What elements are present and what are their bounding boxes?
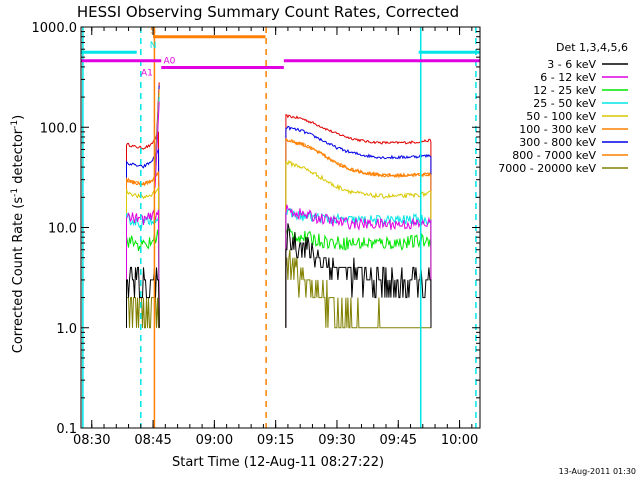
series-line-3-6-kev-segment-2 [285, 223, 432, 328]
y-axis-label: Corrected Count Rate (s-1 detector-1) [10, 115, 26, 353]
series-line-6-12-kev-segment-2 [285, 204, 432, 328]
legend-label: 25 - 50 keV [533, 97, 596, 110]
chart-title: HESSI Observing Summary Count Rates, Cor… [77, 3, 459, 21]
x-tick-label: 09:30 [318, 433, 355, 448]
series-line-7000-20000-kev-segment-2 [285, 249, 431, 329]
legend-label: 800 - 7000 keV [512, 149, 596, 162]
x-tick-label: 08:30 [73, 433, 110, 448]
legend-label: 300 - 800 keV [519, 136, 596, 149]
y-axis-label-sup2: -1 [10, 120, 20, 129]
flag-label-a1: A1 [141, 68, 153, 78]
y-tick-label: 100.0 [40, 121, 77, 136]
legend-label: 50 - 100 keV [526, 110, 596, 123]
series-line-300-800-kev-segment-2 [285, 125, 432, 328]
x-tick-label: 09:15 [257, 433, 294, 448]
legend-label: 6 - 12 keV [540, 71, 596, 84]
y-axis-label-end: ) [11, 115, 26, 120]
flag-label-a0: A0 [163, 57, 175, 67]
legend-label: 3 - 6 keV [547, 58, 596, 71]
y-axis-label-main: Corrected Count Rate (s [11, 197, 26, 354]
legend-label: 12 - 25 keV [533, 84, 596, 97]
y-axis-label-sup1: -1 [10, 188, 20, 197]
series-line-800-7000-kev-segment-2 [285, 138, 432, 328]
flare-spike-6 [154, 101, 160, 188]
x-tick-label: 09:00 [196, 433, 233, 448]
series-line-50-100-kev-segment-2 [285, 159, 432, 328]
x-tick-label: 10:00 [441, 433, 478, 448]
y-axis-label-mid: detector [11, 128, 26, 188]
x-tick-label: 09:45 [380, 433, 417, 448]
generation-timestamp: 13-Aug-2011 01:30 [559, 467, 636, 476]
x-axis-label: Start Time (12-Aug-11 08:27:22) [172, 455, 384, 470]
y-tick-label: 10.0 [48, 222, 77, 237]
series-line-red-segment-2 [285, 114, 432, 328]
series-line-12-25-kev-segment-2 [285, 228, 432, 328]
legend-header: Det 1,3,4,5,6 [556, 41, 628, 54]
y-tick-label: 1.0 [56, 322, 77, 337]
y-tick-label: 1000.0 [32, 21, 78, 36]
legend-label: 7000 - 20000 keV [498, 162, 596, 175]
legend-label: 100 - 300 keV [519, 123, 596, 136]
series-line-100-300-kev-segment-2 [285, 137, 432, 328]
y-tick-label: 0.1 [56, 422, 77, 437]
flag-label-n: N [150, 41, 157, 51]
plot-frame: 0.1 1.0 10.0 100.0 1000.0 08:30 08:45 09:00 09:1… [32, 21, 481, 448]
x-tick-label: 08:45 [134, 433, 171, 448]
